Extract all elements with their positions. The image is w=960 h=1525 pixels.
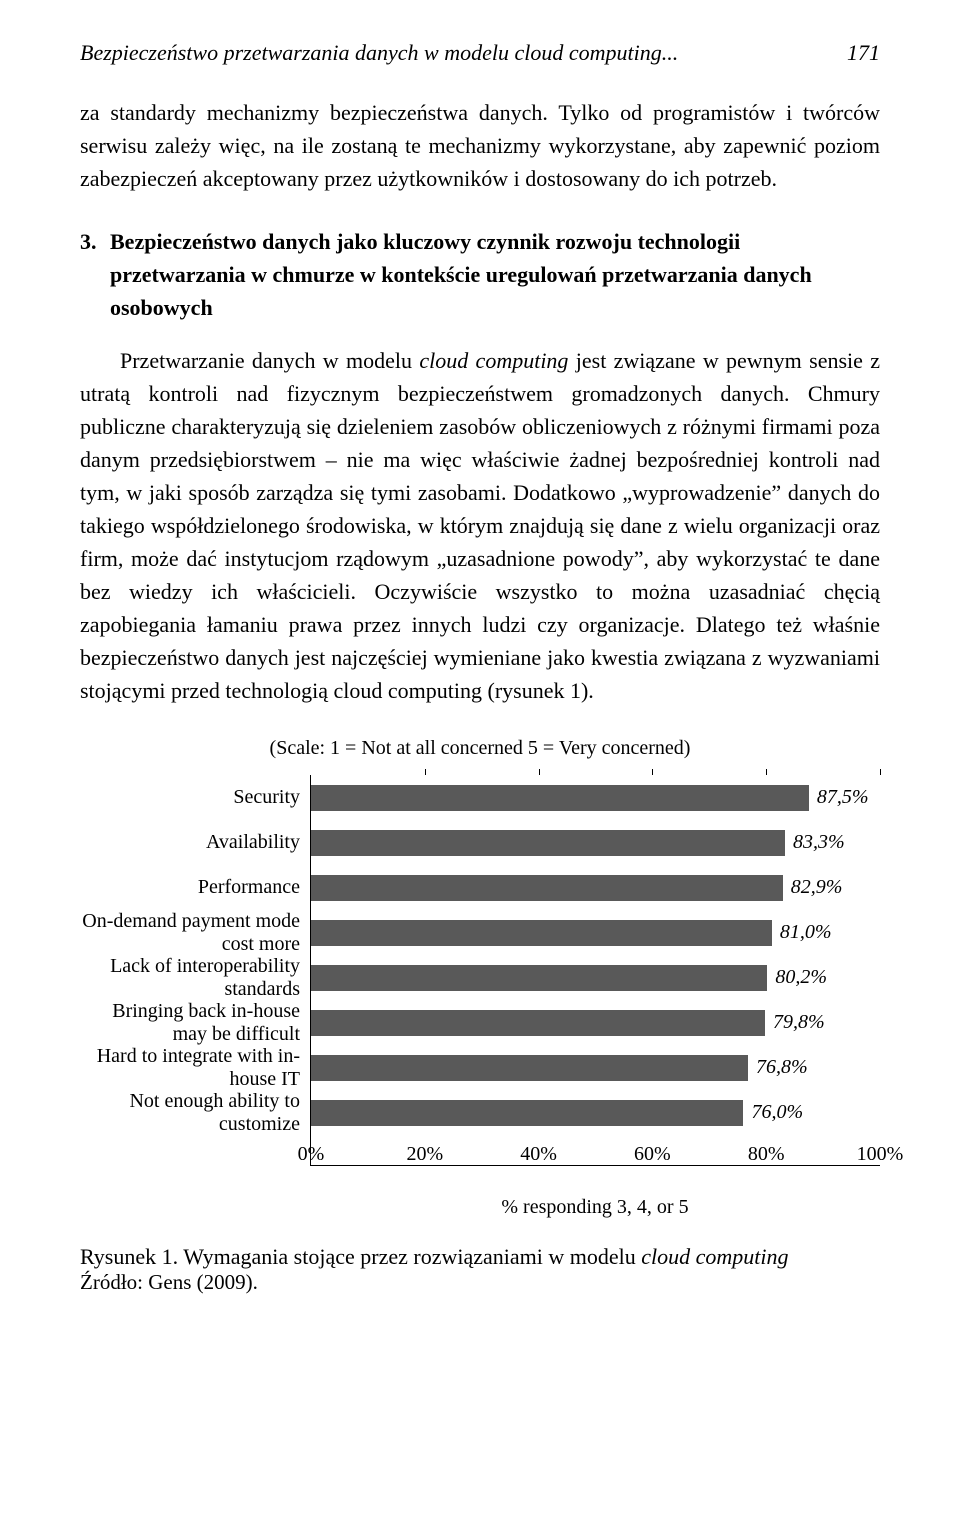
chart-bar-value: 83,3% xyxy=(793,831,845,854)
caption-em: cloud computing xyxy=(641,1244,788,1269)
chart-bar xyxy=(311,965,767,991)
chart-top-tick xyxy=(880,769,881,775)
chart-category-label: Lack of interoperability standards xyxy=(80,955,310,1000)
chart-x-title: % responding 3, 4, or 5 xyxy=(310,1196,880,1219)
chart-bar-value: 79,8% xyxy=(773,1011,825,1034)
figure-caption: Rysunek 1. Wymagania stojące przez rozwi… xyxy=(80,1244,880,1270)
caption-text: Rysunek 1. Wymagania stojące przez rozwi… xyxy=(80,1244,641,1269)
paragraph-2: Przetwarzanie danych w modelu cloud comp… xyxy=(80,344,880,707)
chart-x-tick-label: 0% xyxy=(298,1143,325,1166)
chart-bar-row: 79,8% xyxy=(311,1000,880,1045)
paragraph-1: za standardy mechanizmy bezpieczeństwa d… xyxy=(80,96,880,195)
chart-bar-value: 81,0% xyxy=(780,921,832,944)
chart-bar-row: 87,5% xyxy=(311,775,880,820)
chart-category-label: On-demand payment mode cost more xyxy=(80,910,310,955)
chart-x-axis: 0%20%40%60%80%100% xyxy=(311,1135,880,1165)
chart-bar xyxy=(311,1010,765,1036)
section-title: Bezpieczeństwo danych jako kluczowy czyn… xyxy=(110,225,880,324)
chart-plot-area: 87,5% 83,3% 82,9% 81,0% 80,2% 79,8% 76,8% 76,0%… xyxy=(310,775,880,1166)
page: Bezpieczeństwo przetwarzania danych w mo… xyxy=(0,0,960,1345)
chart-bar-row: 83,3% xyxy=(311,820,880,865)
chart-bar-row: 76,0% xyxy=(311,1090,880,1135)
chart-bar xyxy=(311,785,809,811)
chart-x-tick-label: 80% xyxy=(748,1143,785,1166)
chart-x-tick-label: 60% xyxy=(634,1143,671,1166)
chart-bar-value: 76,0% xyxy=(751,1101,803,1124)
chart-category-label: Hard to integrate with in-house IT xyxy=(80,1045,310,1090)
chart-y-labels: SecurityAvailabilityPerformanceOn-demand… xyxy=(80,775,310,1166)
chart-x-tick-label: 40% xyxy=(520,1143,557,1166)
chart-bar xyxy=(311,1100,743,1126)
chart-bar-value: 80,2% xyxy=(775,966,827,989)
chart-scale-note: (Scale: 1 = Not at all concerned 5 = Ver… xyxy=(80,737,880,760)
para2-em: cloud computing xyxy=(419,348,568,373)
bar-chart: SecurityAvailabilityPerformanceOn-demand… xyxy=(80,775,880,1166)
section-heading: 3. Bezpieczeństwo danych jako kluczowy c… xyxy=(80,225,880,324)
chart-category-label: Availability xyxy=(80,820,310,865)
chart-category-label: Not enough ability to customize xyxy=(80,1090,310,1135)
chart-bars: 87,5% 83,3% 82,9% 81,0% 80,2% 79,8% 76,8% 76,0% xyxy=(311,775,880,1135)
figure-source: Źródło: Gens (2009). xyxy=(80,1270,880,1295)
chart-x-tick-label: 100% xyxy=(857,1143,904,1166)
running-header: Bezpieczeństwo przetwarzania danych w mo… xyxy=(80,40,880,66)
para2-part-a: Przetwarzanie danych w modelu xyxy=(120,348,419,373)
running-title: Bezpieczeństwo przetwarzania danych w mo… xyxy=(80,40,678,66)
page-number: 171 xyxy=(847,40,880,66)
chart-bar xyxy=(311,830,785,856)
chart-bar-row: 82,9% xyxy=(311,865,880,910)
chart-bar-value: 76,8% xyxy=(756,1056,808,1079)
chart-category-label: Performance xyxy=(80,865,310,910)
chart-bar xyxy=(311,920,772,946)
chart-bar-value: 87,5% xyxy=(817,786,869,809)
para2-part-b: jest związane w pewnym sensie z utratą k… xyxy=(80,348,880,703)
chart-bar-row: 80,2% xyxy=(311,955,880,1000)
chart-category-label: Bringing back in-house may be difficult xyxy=(80,1000,310,1045)
chart-bar xyxy=(311,1055,748,1081)
chart-bar-row: 81,0% xyxy=(311,910,880,955)
chart-x-tick-label: 20% xyxy=(406,1143,443,1166)
chart-bar-value: 82,9% xyxy=(791,876,843,899)
section-number: 3. xyxy=(80,225,110,324)
chart-bar-row: 76,8% xyxy=(311,1045,880,1090)
chart-bar xyxy=(311,875,783,901)
chart-category-label: Security xyxy=(80,775,310,820)
